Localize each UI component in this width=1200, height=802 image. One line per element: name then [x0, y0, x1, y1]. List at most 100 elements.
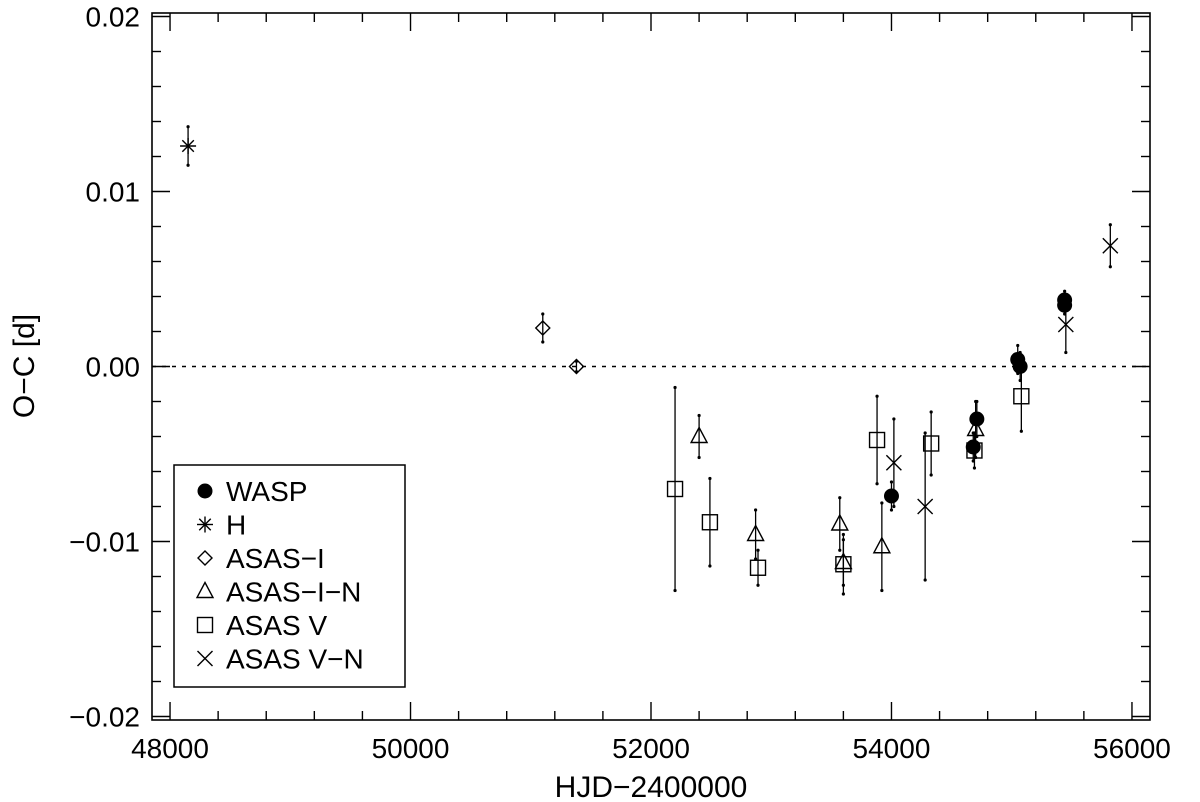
legend-label: WASP	[226, 476, 307, 507]
x-tick-label: 50000	[372, 733, 450, 764]
x-tick-label: 54000	[853, 733, 931, 764]
error-cap	[841, 532, 845, 537]
legend-entry: H	[197, 510, 246, 541]
error-cap	[1064, 350, 1068, 355]
error-cap	[880, 501, 884, 505]
error-cap	[838, 548, 842, 552]
error-cap	[841, 592, 845, 596]
legend-entry: ASAS−I	[197, 543, 325, 574]
y-tick-labels: −0.02 −0.01 0.00 0.01 0.02	[69, 2, 140, 733]
x-tick-label: 48000	[131, 733, 209, 764]
error-cap	[880, 588, 884, 593]
y-tick-label: 0.02	[86, 2, 141, 33]
error-cap	[697, 455, 701, 460]
data-point	[835, 556, 852, 573]
data-point	[568, 358, 585, 375]
legend-entry: ASAS V−N	[197, 644, 364, 675]
x-tick-label: 52000	[612, 733, 690, 764]
error-cap	[889, 508, 894, 512]
legend-marker	[196, 616, 214, 634]
error-cap	[974, 399, 978, 404]
error-cap	[1108, 223, 1112, 227]
legend-label: ASAS−I−N	[226, 577, 361, 608]
legend-marker	[197, 516, 213, 533]
y-tick-label: −0.02	[69, 702, 140, 733]
data-point	[868, 431, 886, 449]
error-cap	[708, 564, 712, 568]
legend-label: H	[226, 510, 246, 541]
error-cap	[929, 410, 933, 414]
error-cap	[923, 578, 927, 582]
data-point	[749, 559, 767, 576]
legend-label: ASAS V−N	[226, 644, 364, 675]
data-point	[534, 320, 551, 336]
error-cap	[756, 583, 760, 587]
data-point	[1057, 316, 1074, 333]
data-point	[883, 488, 899, 504]
error-cap	[1064, 294, 1068, 299]
series-filled-circle	[883, 289, 1073, 512]
legend-entry: ASAS−I−N	[195, 577, 361, 608]
y-axis-title: O−C [d]	[8, 314, 41, 418]
data-point	[885, 454, 902, 471]
error-cap	[673, 385, 677, 390]
error-cap	[972, 431, 977, 435]
data-point	[872, 536, 892, 554]
error-cap	[1016, 343, 1020, 348]
error-cap	[697, 413, 701, 418]
error-cap	[929, 473, 933, 477]
series-diamond	[534, 312, 585, 375]
series-triangle	[689, 399, 985, 593]
error-cap	[1019, 359, 1023, 363]
error-cap	[892, 504, 896, 509]
data-point	[1013, 388, 1030, 405]
data-point	[746, 524, 765, 542]
error-cap	[673, 588, 677, 593]
legend-label: ASAS−I	[226, 543, 325, 574]
error-cap	[892, 417, 896, 421]
error-cap	[708, 476, 712, 481]
data-point	[965, 439, 981, 455]
error-cap	[541, 312, 545, 316]
error-cap	[838, 496, 842, 500]
error-cap	[875, 394, 879, 398]
data-point	[180, 138, 197, 154]
data-points	[180, 125, 1119, 596]
error-cap	[1108, 265, 1112, 269]
error-cap	[186, 163, 190, 167]
data-point	[701, 514, 719, 531]
data-point	[966, 419, 985, 437]
x-tick-labels: 48000 50000 52000 54000 56000	[131, 733, 1171, 764]
data-point	[1057, 297, 1073, 313]
error-cap	[186, 125, 190, 129]
error-cap	[1018, 350, 1022, 355]
data-point	[1102, 237, 1119, 254]
error-cap	[541, 340, 545, 344]
legend-marker	[197, 650, 213, 667]
data-point	[1012, 359, 1028, 374]
y-tick-label: 0.01	[86, 177, 141, 208]
series-x	[885, 223, 1119, 582]
legend-label: ASAS V	[226, 610, 327, 641]
legend-marker	[195, 581, 215, 599]
data-point	[830, 513, 849, 531]
y-tick-label: −0.01	[69, 527, 140, 558]
legend-marker	[197, 483, 213, 499]
x-tick-label: 56000	[1093, 733, 1171, 764]
data-point	[689, 426, 709, 444]
error-cap	[972, 466, 977, 470]
data-point	[966, 442, 983, 459]
error-cap	[756, 548, 760, 552]
error-cap	[875, 482, 879, 486]
legend-box	[173, 464, 406, 688]
error-cap	[889, 480, 894, 484]
legend-marker	[197, 550, 213, 566]
data-point	[922, 435, 940, 452]
series-square	[666, 359, 1030, 596]
legend-entry: WASP	[197, 476, 307, 507]
data-point	[917, 498, 934, 515]
error-cap	[1063, 289, 1067, 293]
